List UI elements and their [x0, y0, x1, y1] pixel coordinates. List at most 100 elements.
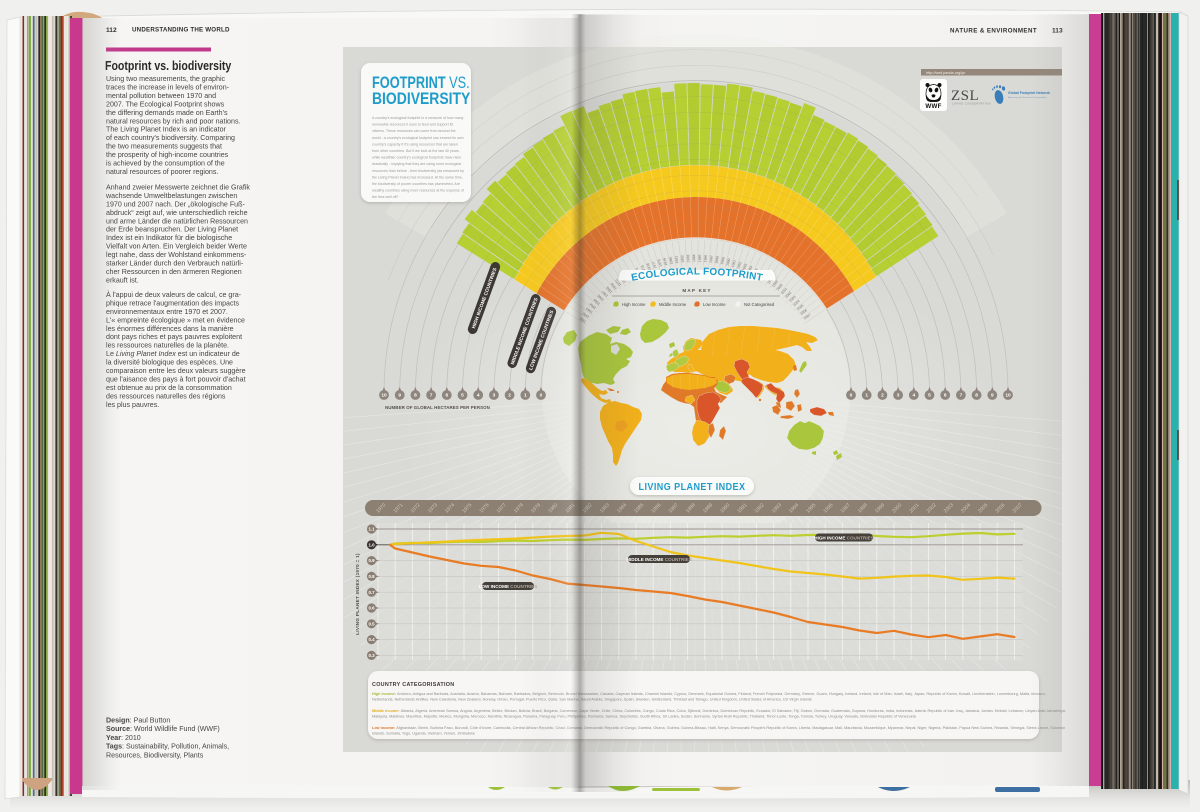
svg-text:High income: Andorra, Antigua: High income: Andorra, Antigua and Barbud… [372, 692, 1046, 696]
svg-text:the Living Planet Index) has i: the Living Planet Index) has increased. … [372, 175, 463, 179]
svg-text:http://wwf.panda.org/lpr: http://wwf.panda.org/lpr [926, 71, 966, 75]
svg-text:Global Footprint Network: Global Footprint Network [1008, 91, 1050, 95]
svg-text:2: 2 [881, 393, 884, 399]
svg-text:wachsende Umweltbelastungen zw: wachsende Umweltbelastungen zwischen [105, 192, 237, 200]
svg-text:from other countries. But if w: from other countries. But if we look at … [372, 149, 460, 153]
svg-text:1: 1 [865, 393, 868, 399]
svg-text:UNDERSTANDING THE WORLD: UNDERSTANDING THE WORLD [132, 27, 230, 34]
svg-text:L'« empreinte écologique » met: L'« empreinte écologique » met en éviden… [106, 316, 245, 324]
svg-text:9: 9 [991, 393, 994, 399]
svg-text:6: 6 [445, 393, 448, 399]
svg-text:drastically - implying that th: drastically - implying that they are usi… [372, 162, 461, 166]
svg-text:LIVING PLANET INDEX (1970 = 1): LIVING PLANET INDEX (1970 = 1) [355, 553, 360, 635]
svg-text:9: 9 [398, 393, 401, 399]
svg-text:Middle income: Albania, Algeri: Middle income: Albania, Algeria, America… [372, 709, 1066, 713]
svg-text:abdruck“ zeigt auf, wie unters: abdruck“ zeigt auf, wie unterschiedlich … [106, 209, 248, 217]
svg-text:6: 6 [944, 393, 947, 399]
svg-text:2006: 2006 [800, 308, 809, 316]
svg-text:Footprint vs. biodiversity: Footprint vs. biodiversity [105, 59, 232, 73]
svg-text:while wealthier country's ecol: while wealthier country's ecological foo… [372, 156, 461, 160]
svg-text:0.7: 0.7 [368, 590, 375, 595]
svg-text:4: 4 [912, 393, 915, 399]
svg-text:ZSL: ZSL [951, 88, 979, 104]
svg-text:les plus pauvres.: les plus pauvres. [106, 401, 159, 409]
svg-text:1999: 1999 [771, 280, 779, 289]
svg-text:mental pollution between 1970: mental pollution between 1970 and [106, 92, 216, 100]
svg-text:0.4: 0.4 [368, 637, 375, 642]
svg-text:MIDDLE INCOME COUNTRIES: MIDDLE INCOME COUNTRIES [626, 557, 692, 562]
svg-text:2001: 2001 [780, 287, 788, 295]
svg-text:und arme Länder die natürliche: und arme Länder die natürlichen Ressourc… [106, 217, 248, 225]
svg-text:Vielfalt von Arten. Ein Vergle: Vielfalt von Arten. Ein Vergleich beider… [106, 243, 247, 251]
svg-text:the prosperity of high-income: the prosperity of high-income countries [106, 151, 229, 159]
svg-text:Low Income: Low Income [703, 302, 726, 307]
svg-text:wealthy countries using more r: wealthy countries using more resources a… [372, 189, 464, 193]
svg-text:0.5: 0.5 [368, 621, 375, 626]
svg-text:1970 und 2007 nach. Der „ökolo: 1970 und 2007 nach. Der „ökologische Fuß… [106, 200, 245, 208]
svg-text:Source: World Wildlife Fund (W: Source: World Wildlife Fund (WWF) [106, 725, 220, 733]
svg-text:Tags: Sustainability, Pollutio: Tags: Sustainability, Pollution, Animals… [106, 743, 229, 751]
svg-text:4: 4 [477, 393, 480, 399]
svg-text:environnementaux entre 1970 et: environnementaux entre 1970 et 2007. [106, 308, 228, 316]
svg-text:HIGH INCOME COUNTRIES: HIGH INCOME COUNTRIES [814, 535, 873, 540]
svg-text:Advancing the Science of Susta: Advancing the Science of Sustainability [1008, 96, 1047, 99]
svg-text:2004: 2004 [792, 299, 800, 307]
svg-text:5: 5 [461, 393, 464, 399]
svg-text:BIODIVERSITY: BIODIVERSITY [372, 90, 471, 109]
svg-text:2: 2 [508, 393, 511, 399]
svg-text:is achieved by the consumption: is achieved by the consumption of the [106, 160, 225, 168]
svg-text:comparaison entre les deux val: comparaison entre les deux valeurs suggè… [106, 367, 246, 375]
svg-text:A country's ecological footpri: A country's ecological footprint is a me… [372, 116, 464, 120]
svg-text:Not Categorised: Not Categorised [744, 302, 775, 307]
svg-text:Low income: Afghanistan, Benin: Low income: Afghanistan, Benin, Burkina … [372, 726, 1065, 730]
svg-text:erkauft ist.: erkauft ist. [106, 276, 139, 284]
svg-text:NUMBER OF GLOBAL HECTARES PER: NUMBER OF GLOBAL HECTARES PER PERSON [385, 405, 490, 410]
svg-text:1.0: 1.0 [368, 542, 375, 547]
svg-text:the less well off?: the less well off? [372, 195, 399, 199]
svg-text:7: 7 [960, 393, 963, 399]
svg-text:The Living Planet Index is an: The Living Planet Index is an indicator [106, 126, 227, 134]
svg-text:8: 8 [414, 393, 417, 399]
svg-text:starker Länder durch den Verbr: starker Länder durch den Verbrauch natür… [106, 260, 244, 268]
svg-text:2003: 2003 [788, 295, 796, 303]
svg-text:COUNTRY CATEGORISATION: COUNTRY CATEGORISATION [372, 682, 454, 688]
svg-text:3: 3 [897, 393, 900, 399]
svg-text:2007. The Ecological Footprint: 2007. The Ecological Footprint shows [106, 100, 225, 108]
svg-text:the biodiversity of poorer cou: the biodiversity of poorer countries has… [372, 182, 460, 186]
svg-text:world - a country's ecological: world - a country's ecological footprint… [372, 136, 464, 140]
svg-text:NATURE & ENVIRONMENT: NATURE & ENVIRONMENT [950, 28, 1037, 35]
svg-text:0.6: 0.6 [368, 606, 375, 611]
svg-text:country's capacity if it's usi: country's capacity if it's using resourc… [372, 142, 458, 146]
svg-text:legt nahe, dass der Wohlstand: legt nahe, dass der Wohlstand einkommens… [106, 251, 247, 259]
svg-text:les énormes différences dans l: les énormes différences dans la manière [106, 325, 234, 333]
svg-text:des ressources naturelles des: des ressources naturelles des régions [106, 392, 226, 400]
svg-text:natural resources of poorer re: natural resources of poorer regions. [106, 168, 218, 176]
svg-text:dont pays riches et pays pauvr: dont pays riches et pays pauvres exploit… [106, 333, 242, 341]
svg-text:resources than before - their: resources than before - their biodiversi… [372, 169, 464, 173]
svg-text:Malaysia, Maldives, Mauritius,: Malaysia, Maldives, Mauritius, Mayotte, … [372, 715, 917, 719]
svg-text:que l'aisance des pays à fort: que l'aisance des pays à fort pouvoir d'… [106, 376, 246, 384]
svg-text:renewable resources it uses to: renewable resources it uses to feed and … [372, 123, 454, 127]
svg-text:est obtenue au prix de la cons: est obtenue au prix de la consommation [106, 384, 232, 392]
svg-text:MAP KEY: MAP KEY [682, 288, 711, 293]
svg-text:0.3: 0.3 [368, 653, 375, 658]
svg-text:WWF: WWF [925, 103, 941, 110]
svg-text:Resources, Biodiversity, Plant: Resources, Biodiversity, Plants [106, 751, 204, 759]
svg-text:2005: 2005 [796, 304, 804, 312]
svg-text:FOOTPRINT VS.: FOOTPRINT VS. [372, 73, 470, 92]
svg-text:les ressources naturelles de l: les ressources naturelles de la planète. [106, 342, 229, 350]
svg-text:0: 0 [850, 393, 853, 399]
svg-text:5: 5 [928, 393, 931, 399]
svg-text:10: 10 [381, 393, 387, 399]
svg-text:la diversité biologique des es: la diversité biologique des espèces. Une [106, 359, 233, 367]
svg-text:the two measurements suggests: the two measurements suggests that [106, 143, 222, 151]
svg-text:Le Living Planet Index est un: Le Living Planet Index est un indicateur… [106, 350, 240, 358]
svg-text:1.1: 1.1 [368, 527, 375, 532]
svg-text:À l'appui de deux valeurs de c: À l'appui de deux valeurs de calcul, ce … [106, 290, 242, 299]
svg-text:Anhand zweier Messwerte zeichn: Anhand zweier Messwerte zeichnet die Gra… [106, 184, 250, 192]
svg-text:Using two measurements, the gr: Using two measurements, the graphic [106, 75, 226, 83]
svg-text:Index ist ein Indikator für di: Index ist ein Indikator für die biologis… [106, 234, 232, 242]
svg-text:traces the increase in levels: traces the increase in levels of environ… [106, 84, 230, 92]
svg-text:Islands, Somalia, Togo, Uganda: Islands, Somalia, Togo, Uganda, Vietnam,… [372, 732, 475, 736]
svg-text:cher Ressourcen in den ärmeren: cher Ressourcen in den ärmeren Regionen [106, 268, 242, 276]
